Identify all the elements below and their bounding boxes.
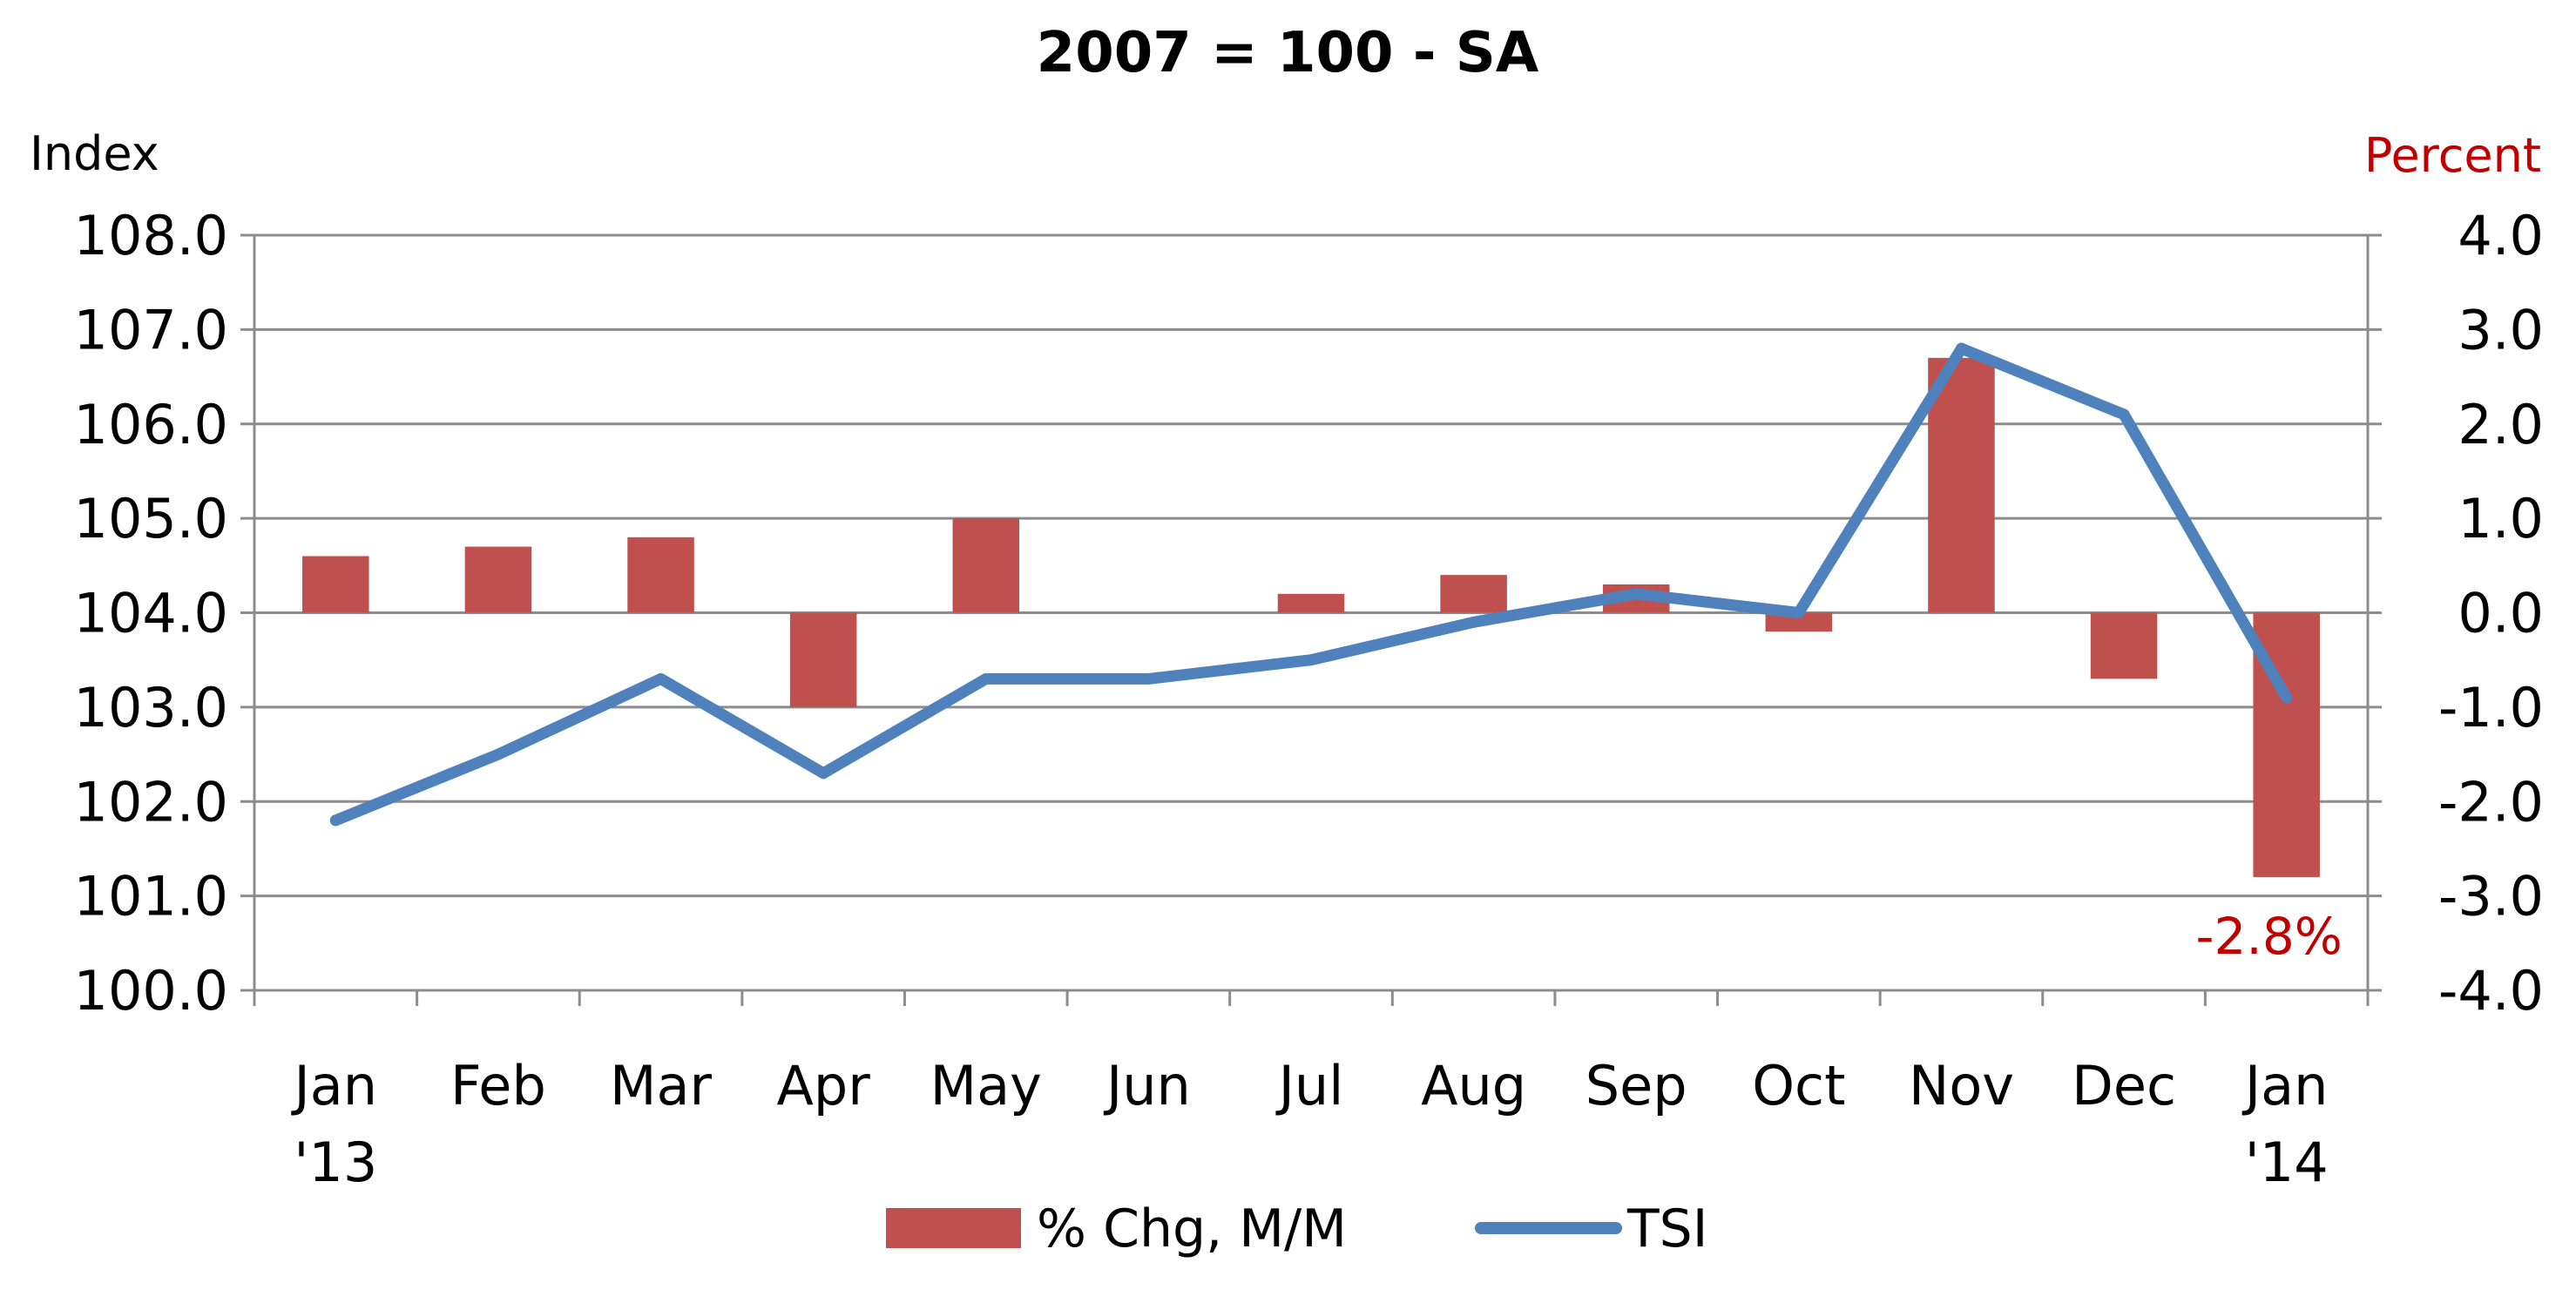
bar (627, 537, 694, 613)
tsi-point (1142, 672, 1154, 685)
data-label: -2.8% (2196, 907, 2343, 966)
axes (240, 233, 2382, 1006)
x-axis-tick-label: Aug (1421, 1054, 1526, 1117)
left-axis-tick-label: 105.0 (74, 487, 229, 550)
tick-labels: 100.0 101.0 102.0 103.0 104.0 105.0 106.0 107.0… (74, 204, 2545, 1194)
x-axis-tick-label: Oct (1752, 1054, 1845, 1117)
bar (2090, 612, 2158, 679)
right-axis-tick-label: 1.0 (2458, 487, 2544, 550)
chart-title: 2007 = 100 - SA (1037, 21, 1539, 85)
tsi-point (817, 767, 829, 780)
bar (302, 556, 369, 613)
x-axis-tick-label-year: '14 (2245, 1131, 2329, 1194)
right-axis-tick-label: -1.0 (2438, 676, 2544, 739)
annotations: -2.8% (2196, 907, 2343, 966)
legend-label-line: TSI (1626, 1198, 1707, 1259)
x-axis-tick-label: Mar (610, 1054, 712, 1117)
x-axis-tick-label: Jan (291, 1054, 378, 1117)
tsi-point (1468, 616, 1480, 628)
left-axis-tick-label: 104.0 (74, 582, 229, 645)
x-axis-tick-label: Jul (1275, 1054, 1344, 1117)
x-axis-tick-label: Sep (1585, 1054, 1687, 1117)
right-axis-label: Percent (2364, 128, 2541, 183)
bar (1765, 612, 1833, 632)
x-axis-tick-label: May (930, 1054, 1042, 1117)
legend-swatch-bar (886, 1208, 1021, 1248)
left-axis-tick-label: 100.0 (74, 959, 229, 1023)
x-axis-tick-label: Nov (1909, 1054, 2014, 1117)
legend-label-bar: % Chg, M/M (1037, 1198, 1347, 1259)
bar (1277, 593, 1345, 613)
tsi-point (329, 814, 341, 827)
bar (789, 612, 857, 707)
right-axis-tick-label: 4.0 (2458, 204, 2544, 267)
x-axis-tick-label: Jun (1103, 1054, 1191, 1117)
bar-series (302, 357, 2320, 877)
tsi-point (492, 748, 504, 760)
line-series (329, 342, 2293, 827)
legend: % Chg, M/M TSI (886, 1198, 1707, 1259)
right-axis-tick-label: -3.0 (2438, 865, 2544, 928)
x-axis-tick-label: Feb (450, 1054, 546, 1117)
left-axis-tick-label: 107.0 (74, 298, 229, 361)
bar (952, 518, 1020, 613)
x-axis-tick-label: Dec (2072, 1054, 2176, 1117)
tsi-point (1955, 342, 1967, 354)
bar (1928, 357, 1995, 613)
left-axis-tick-label: 106.0 (74, 393, 229, 456)
left-axis-tick-label: 108.0 (74, 204, 229, 267)
x-axis-tick-label: Jan (2241, 1054, 2329, 1117)
right-axis-tick-label: 2.0 (2458, 393, 2544, 456)
tsi-point (1305, 654, 1317, 666)
tsi-point (655, 672, 667, 685)
bar (1440, 575, 1507, 613)
left-axis-tick-label: 102.0 (74, 770, 229, 834)
gridlines (254, 233, 2368, 898)
tsi-point (980, 672, 992, 685)
right-axis-tick-label: 0.0 (2458, 582, 2544, 645)
tsi-point (1630, 588, 1642, 600)
left-axis-tick-label: 103.0 (74, 676, 229, 739)
x-axis-tick-label: Apr (777, 1054, 871, 1117)
left-axis-label: Index (30, 126, 159, 181)
right-axis-tick-label: -2.0 (2438, 770, 2544, 834)
right-axis-tick-label: 3.0 (2458, 298, 2544, 361)
x-axis-tick-label-year: '13 (294, 1131, 377, 1194)
right-axis-tick-label: -4.0 (2438, 959, 2544, 1023)
bar (464, 546, 532, 613)
tsi-point (1793, 607, 1805, 618)
tsi-point (2281, 692, 2293, 704)
tsi-point (2118, 408, 2130, 421)
left-axis-tick-label: 101.0 (74, 865, 229, 928)
